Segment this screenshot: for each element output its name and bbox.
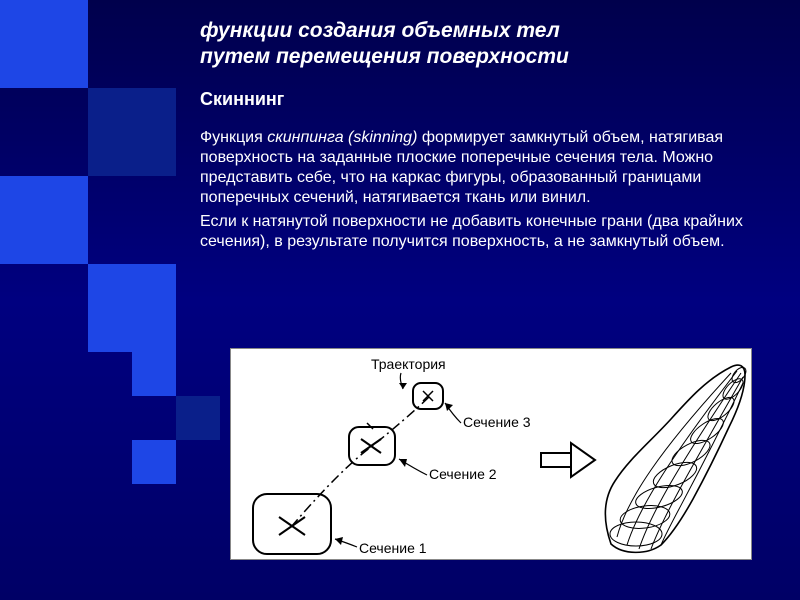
- label-trajectory: Траектория: [371, 356, 446, 372]
- para1-emph: скинпинга (skinning): [267, 129, 417, 146]
- section-1-shape: [253, 494, 331, 554]
- deco-square: [176, 396, 220, 440]
- para2: Если к натянутой поверхности не добавить…: [200, 213, 743, 250]
- deco-square: [88, 88, 176, 176]
- label-section-3: Сечение 3: [463, 414, 531, 430]
- label-section-1: Сечение 1: [359, 540, 427, 556]
- content-block: функции создания объемных тел путем пере…: [200, 18, 762, 252]
- trajectory-path: [291, 397, 429, 527]
- body-text: Функция скинпинга (skinning) формирует з…: [200, 128, 762, 252]
- title-line-2: путем перемещения поверхности: [200, 45, 569, 68]
- title-line-1: функции создания объемных тел: [200, 19, 560, 42]
- slide-subtitle: Скиннинг: [200, 89, 762, 110]
- deco-square: [0, 176, 88, 264]
- label-section-2: Сечение 2: [429, 466, 497, 482]
- loft-result: [605, 365, 748, 552]
- arrow-icon: [541, 443, 595, 477]
- deco-square: [0, 0, 88, 88]
- deco-square: [132, 440, 176, 484]
- deco-square: [132, 352, 176, 396]
- deco-square: [88, 264, 176, 352]
- slide-title: функции создания объемных тел путем пере…: [200, 18, 762, 71]
- para1-a: Функция: [200, 129, 267, 146]
- slide: функции создания объемных тел путем пере…: [0, 0, 800, 600]
- skinning-diagram: Траектория Сечение 3 Сечение 2 Сечение 1: [230, 348, 752, 560]
